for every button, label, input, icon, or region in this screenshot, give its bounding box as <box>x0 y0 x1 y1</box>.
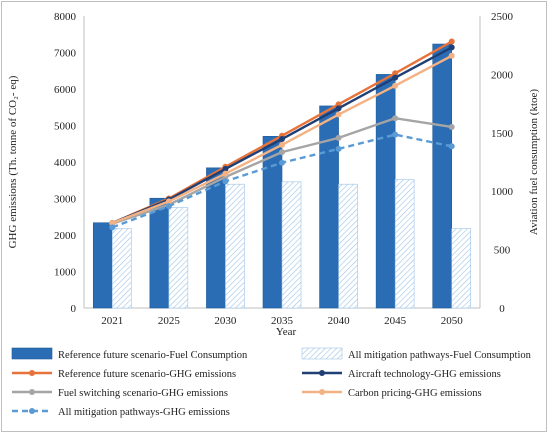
y-tick-right: 2000 <box>491 69 514 81</box>
point-aircraft-tech-ghg <box>335 105 342 112</box>
y-tick-right: 1000 <box>491 186 514 198</box>
y-tick-left: 7000 <box>54 48 77 60</box>
bar-mitigation-fuel <box>281 181 302 309</box>
point-reference-ghg <box>392 70 399 77</box>
bar-mitigation-fuel <box>168 207 189 309</box>
y-tick-right: 0 <box>499 303 505 315</box>
y-tick-right: 500 <box>494 245 511 257</box>
legend-item: Reference future scenario-Fuel Consumpti… <box>11 347 248 361</box>
lines <box>109 38 455 231</box>
legend: Reference future scenario-Fuel Consumpti… <box>11 347 532 418</box>
legend-label: Carbon pricing-GHG emissions <box>348 388 482 399</box>
y-tick-left: 4000 <box>54 157 77 169</box>
y-tick-right: 1500 <box>491 128 514 140</box>
point-fuel-switching-ghg <box>448 123 455 130</box>
point-reference-ghg <box>448 38 455 45</box>
bar-reference-fuel <box>375 74 396 309</box>
point-all-mitigation-ghg <box>279 159 285 166</box>
legend-marker <box>319 370 325 376</box>
point-carbon-pricing-ghg <box>448 52 455 59</box>
point-all-mitigation-ghg <box>392 131 399 138</box>
legend-item: All mitigation pathways-GHG emissions <box>12 407 230 418</box>
bar-reference-fuel <box>432 43 453 309</box>
bars <box>92 43 472 309</box>
y-tick-left: 8000 <box>54 11 77 23</box>
point-carbon-pricing-ghg <box>222 170 229 177</box>
point-all-mitigation-ghg <box>165 203 172 210</box>
point-carbon-pricing-ghg <box>109 219 116 226</box>
bar-mitigation-fuel <box>225 183 245 309</box>
legend-swatch <box>301 347 343 360</box>
y-tick-left: 1000 <box>54 267 77 279</box>
x-tick: 2045 <box>384 315 407 327</box>
bar-reference-fuel <box>319 105 339 309</box>
point-fuel-switching-ghg <box>392 115 399 122</box>
point-aircraft-tech-ghg <box>279 136 285 143</box>
y-tick-left: 2000 <box>54 230 77 242</box>
bar-mitigation-fuel <box>338 183 358 309</box>
y-tick-left: 6000 <box>54 84 77 96</box>
bar-mitigation-fuel <box>111 228 132 309</box>
legend-label: Reference future scenario-Fuel Consumpti… <box>58 350 248 361</box>
x-tick: 2021 <box>101 315 123 327</box>
x-axis-label: Year <box>276 326 297 338</box>
y-axis-label-left: GHG emissions (Th. tonne of CO₂- eq) <box>7 75 19 248</box>
legend-swatch <box>11 347 53 360</box>
legend-label: All mitigation pathways-Fuel Consumption <box>348 350 532 361</box>
legend-item: Aircraft technology-GHG emissions <box>302 369 501 380</box>
legend-item: Carbon pricing-GHG emissions <box>302 388 482 399</box>
bar-reference-fuel <box>92 222 113 309</box>
point-carbon-pricing-ghg <box>335 111 342 118</box>
y-tick-left: 3000 <box>54 194 77 206</box>
x-tick: 2030 <box>214 315 237 327</box>
x-tick: 2040 <box>328 315 351 327</box>
legend-marker <box>29 370 35 376</box>
point-all-mitigation-ghg <box>222 178 229 185</box>
point-all-mitigation-ghg <box>109 224 116 231</box>
legend-label: Aircraft technology-GHG emissions <box>348 369 501 380</box>
y-tick-left: 5000 <box>54 121 77 133</box>
legend-marker <box>29 389 35 395</box>
x-tick: 2035 <box>271 315 294 327</box>
bar-mitigation-fuel <box>394 179 415 309</box>
x-tick: 2025 <box>158 315 181 327</box>
y-axis-label-right: Aviation fuel consumption (ktoe) <box>528 89 540 235</box>
bar-reference-fuel <box>149 197 170 309</box>
point-fuel-switching-ghg <box>279 149 285 156</box>
legend-label: Fuel switching scenario-GHG emissions <box>58 388 228 399</box>
tick-labels: 0 1000 2000 3000 4000 5000 6000 7000 8000 0 500 100… <box>54 11 514 327</box>
point-aircraft-tech-ghg <box>392 74 399 81</box>
legend-marker <box>29 408 35 414</box>
point-carbon-pricing-ghg <box>279 141 285 148</box>
point-all-mitigation-ghg <box>335 145 342 152</box>
y-tick-left: 0 <box>71 303 77 315</box>
legend-label: All mitigation pathways-GHG emissions <box>58 407 230 418</box>
point-all-mitigation-ghg <box>448 143 455 150</box>
legend-item: Reference future scenario-GHG emissions <box>12 369 236 380</box>
point-fuel-switching-ghg <box>335 134 342 141</box>
y-tick-right: 2500 <box>491 11 514 23</box>
legend-label: Reference future scenario-GHG emissions <box>58 369 236 380</box>
legend-item: All mitigation pathways-Fuel Consumption <box>301 347 532 361</box>
point-carbon-pricing-ghg <box>165 198 172 205</box>
legend-item: Fuel switching scenario-GHG emissions <box>12 388 228 399</box>
point-carbon-pricing-ghg <box>392 82 399 89</box>
point-aircraft-tech-ghg <box>222 165 229 172</box>
point-aircraft-tech-ghg <box>448 44 455 51</box>
legend-marker <box>319 389 325 395</box>
x-tick: 2050 <box>441 315 464 327</box>
bar-mitigation-fuel <box>451 228 472 309</box>
